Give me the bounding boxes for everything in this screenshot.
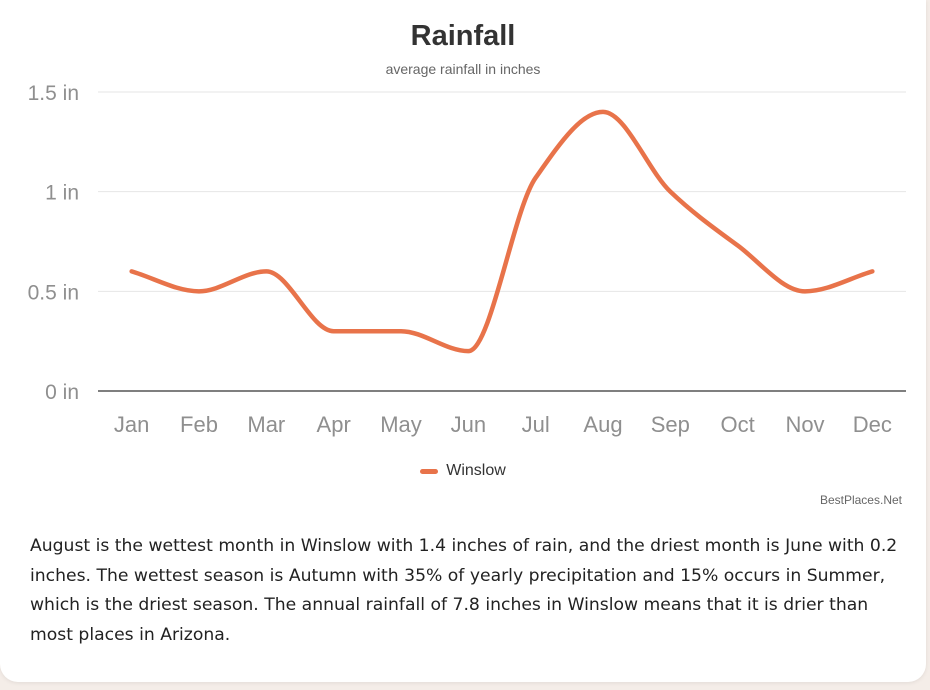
chart-legend[interactable]: Winslow: [0, 462, 926, 480]
x-tick-label: Jul: [522, 412, 550, 437]
data-point: [260, 265, 272, 277]
source-credit[interactable]: BestPlaces.Net: [819, 493, 902, 507]
data-point: [126, 265, 138, 277]
data-point: [462, 345, 474, 357]
x-tick-label: Nov: [785, 412, 824, 437]
chart-title: Rainfall: [410, 20, 516, 52]
legend-label-winslow: Winslow: [446, 462, 506, 479]
y-tick-label: 1 in: [45, 182, 79, 205]
data-point: [866, 265, 878, 277]
series-line-winslow: [129, 109, 875, 354]
legend-swatch: [420, 468, 439, 474]
chart-subtitle: average rainfall in inches: [385, 61, 541, 77]
data-point: [328, 325, 340, 337]
data-point: [597, 106, 609, 118]
x-tick-label: Feb: [180, 412, 218, 437]
x-tick-label: Oct: [721, 412, 755, 437]
data-point: [664, 186, 676, 198]
y-tick-label: 1.5 in: [28, 82, 79, 105]
x-tick-label: May: [380, 412, 422, 437]
data-point: [530, 172, 542, 184]
x-tick-label: Sep: [651, 412, 690, 437]
data-point: [395, 325, 407, 337]
y-tick-label: 0.5 in: [28, 281, 79, 304]
x-tick-label: Dec: [853, 412, 892, 437]
x-tick-label: Aug: [583, 412, 622, 437]
x-tick-label: Jun: [451, 412, 486, 437]
data-point: [732, 239, 744, 251]
rainfall-line-chart: 0 in 0.5 in 1 in 1.5 in Jan Feb Mar Apr May Jun Ju…: [28, 82, 906, 437]
x-tick-label: Jan: [114, 412, 149, 437]
data-point: [799, 285, 811, 297]
rainfall-summary: August is the wettest month in Winslow w…: [30, 536, 898, 646]
x-tick-label: Mar: [247, 412, 285, 437]
y-tick-label: 0 in: [45, 381, 79, 404]
x-tick-label: Apr: [317, 412, 351, 437]
data-point: [193, 285, 205, 297]
